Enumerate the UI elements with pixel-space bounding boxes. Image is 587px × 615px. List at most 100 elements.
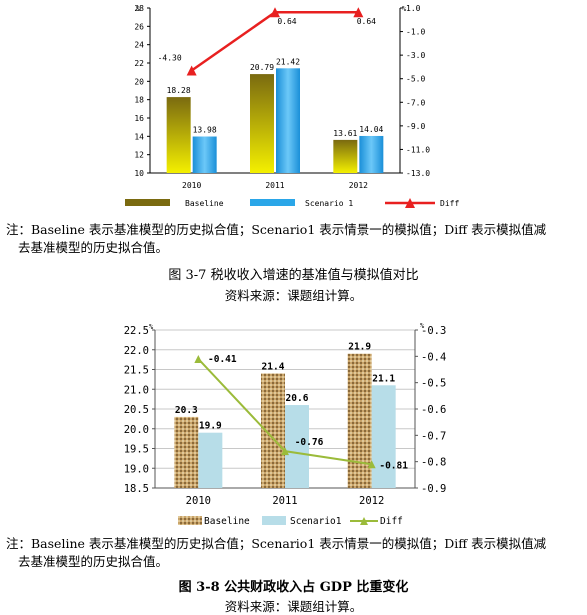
legend-swatch-baseline — [178, 516, 202, 525]
left-tick-label: 19.0 — [124, 463, 149, 475]
legend-swatch-scenario — [250, 199, 295, 206]
label-diff-2012: 0.64 — [357, 17, 376, 26]
right-tick-label: -9.0 — [406, 122, 425, 131]
right-tick-label: -0.7 — [421, 430, 446, 442]
left-tick-label: 22 — [134, 59, 144, 68]
label-scenario-2010: 13.98 — [193, 126, 217, 135]
legend-label-baseline: Baseline — [185, 199, 224, 208]
label-diff-2012: -0.81 — [379, 460, 408, 471]
left-tick-label: 26 — [134, 22, 144, 31]
left-tick-label: 12 — [134, 151, 144, 160]
label-scenario-2011: 20.6 — [286, 393, 309, 404]
chart-fiscal-revenue-gdp-share: 18.5 19.0 19.5 20.0 20.5 21.0 21.5 22.0 22.5 -0.3… — [124, 322, 447, 527]
left-tick-label: 21.0 — [124, 384, 149, 396]
figure1-source: 资料来源：课题组计算。 — [224, 288, 363, 303]
label-baseline-2012: 21.9 — [348, 342, 371, 353]
right-tick-label: -0.9 — [421, 483, 446, 495]
figure2-note-line2: 去基准模型的历史拟合值。 — [18, 554, 169, 569]
diff-marker-2011 — [270, 7, 280, 18]
legend-label-scenario: Scenario1 — [290, 516, 342, 527]
left-tick-label: 18 — [134, 96, 144, 105]
right-tick-label: 1.0 — [406, 4, 421, 13]
figure1-note: 注：Baseline 表示基准模型的历史拟合值；Scenario1 表示情景一的… — [6, 221, 582, 257]
label-scenario-2011: 21.42 — [276, 57, 300, 66]
bar-baseline-2010 — [166, 97, 191, 173]
label-baseline-2011: 20.79 — [250, 63, 274, 72]
left-unit: % — [136, 5, 141, 13]
right-tick-label: -0.5 — [421, 378, 446, 390]
x-tick-label-2012: 2012 — [349, 181, 368, 190]
bar-baseline-2011 — [250, 74, 274, 173]
bar-scenario-2011 — [276, 68, 300, 173]
label-scenario-2012: 21.1 — [372, 373, 395, 384]
legend-swatch-scenario — [262, 516, 286, 525]
left-tick-label: 14 — [134, 132, 144, 141]
legend-label-diff: Diff — [440, 199, 459, 208]
right-tick-label: -0.3 — [421, 325, 446, 337]
figure2-caption: 图 3-8 公共财政收入占 GDP 比重变化 — [178, 580, 409, 595]
label-baseline-2010: 20.3 — [175, 405, 198, 416]
left-tick-label: 18.5 — [124, 483, 149, 495]
label-baseline-2011: 21.4 — [262, 361, 285, 372]
x-tick-label-2011: 2011 — [265, 181, 284, 190]
x-tick-label-2010: 2010 — [186, 495, 211, 507]
left-unit: % — [149, 323, 154, 331]
bar-scenario-2012 — [359, 135, 384, 173]
bar-baseline-2012 — [347, 353, 372, 488]
right-tick-label: -0.6 — [421, 404, 446, 416]
x-tick-label-2012: 2012 — [359, 495, 384, 507]
label-diff-2010: -4.30 — [158, 53, 182, 62]
right-unit: % — [402, 5, 407, 13]
left-tick-label: 28 — [134, 4, 144, 13]
right-tick-label: -3.0 — [406, 51, 425, 60]
label-diff-2011: -0.76 — [295, 437, 324, 448]
right-tick-label: -7.0 — [406, 98, 425, 107]
right-tick-label: -0.4 — [421, 351, 446, 363]
left-tick-label: 19.5 — [124, 444, 149, 456]
diff-marker-2010 — [194, 354, 203, 363]
figure2-source: 资料来源：课题组计算。 — [224, 599, 363, 614]
diff-marker-2011 — [281, 447, 289, 456]
diff-marker-2012 — [353, 7, 364, 18]
figure2-note: 注：Baseline 表示基准模型的历史拟合值；Scenario1 表示情景一的… — [6, 535, 582, 571]
label-diff-2011: 0.64 — [277, 17, 296, 26]
legend-label-baseline: Baseline — [204, 516, 250, 527]
left-tick-label: 20.0 — [124, 424, 149, 436]
label-diff-2010: -0.41 — [208, 354, 237, 365]
figure2-note-line1: 注：Baseline 表示基准模型的历史拟合值；Scenario1 表示情景一的… — [6, 536, 547, 551]
chart-tax-revenue-growth: 10 12 14 16 18 20 22 24 26 28 1.0 -1.0 -3.0 -5.0 -7.0 -… — [125, 4, 459, 208]
bar-baseline-2012 — [333, 139, 358, 173]
bar-scenario-2010 — [198, 432, 223, 488]
bar-baseline-2010 — [174, 416, 199, 488]
left-tick-label: 16 — [134, 114, 144, 123]
figure1-note-line2: 去基准模型的历史拟合值。 — [18, 240, 169, 255]
right-tick-label: -13.0 — [406, 169, 430, 178]
legend-marker-diff — [405, 198, 415, 208]
label-scenario-2010: 19.9 — [199, 421, 222, 432]
legend-label-scenario: Scenario 1 — [305, 199, 353, 208]
right-tick-label: -11.0 — [406, 145, 430, 154]
right-tick-label: -1.0 — [406, 28, 425, 37]
left-tick-label: 20.5 — [124, 404, 149, 416]
diff-marker-2012 — [367, 460, 376, 469]
bar-scenario-2012 — [371, 385, 396, 488]
label-baseline-2012: 13.61 — [333, 129, 357, 138]
left-tick-label: 21.5 — [124, 365, 149, 377]
legend-marker-diff — [360, 517, 368, 525]
label-baseline-2010: 18.28 — [167, 86, 191, 95]
right-unit: % — [420, 322, 425, 330]
bar-scenario-2011 — [285, 405, 309, 488]
legend-swatch-baseline — [125, 199, 170, 206]
figure1-note-line1: 注：Baseline 表示基准模型的历史拟合值；Scenario1 表示情景一的… — [6, 222, 547, 237]
left-tick-label: 20 — [134, 77, 144, 86]
legend-label-diff: Diff — [380, 516, 403, 527]
x-tick-label-2010: 2010 — [182, 181, 201, 190]
label-scenario-2012: 14.04 — [359, 125, 383, 134]
bar-scenario-2010 — [192, 136, 217, 173]
right-tick-label: -0.8 — [421, 457, 446, 469]
left-tick-label: 24 — [134, 41, 144, 50]
left-tick-label: 22.5 — [124, 325, 149, 337]
diff-marker-2010 — [186, 65, 197, 76]
right-tick-label: -5.0 — [406, 75, 425, 84]
figure1-caption: 图 3-7 税收收入增速的基准值与模拟值对比 — [168, 268, 419, 283]
